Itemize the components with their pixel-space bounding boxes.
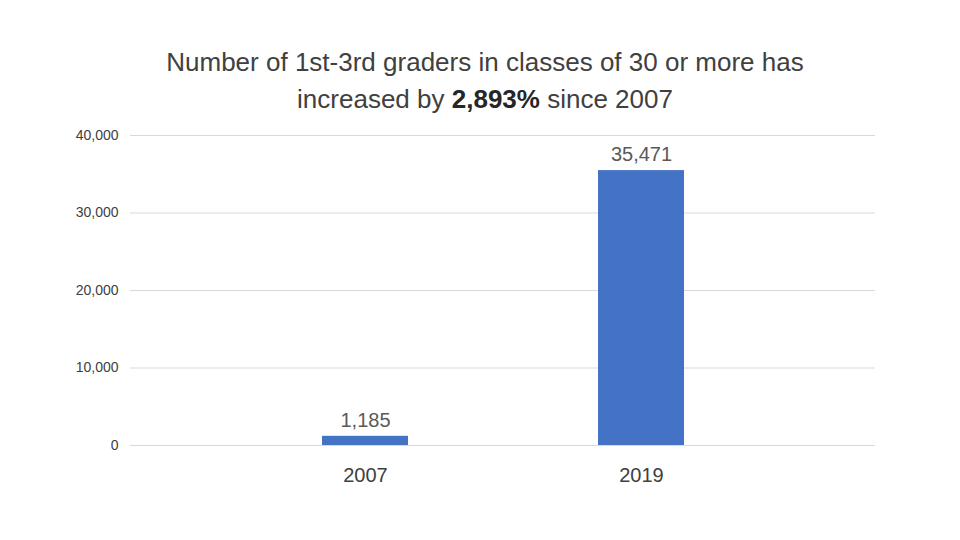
svg-text:1,185: 1,185: [340, 409, 390, 431]
svg-text:2019: 2019: [619, 464, 664, 486]
svg-text:0: 0: [111, 437, 119, 453]
svg-text:10,000: 10,000: [76, 359, 119, 375]
svg-text:40,000: 40,000: [76, 127, 119, 143]
svg-text:2007: 2007: [343, 464, 388, 486]
html-text:Number of 1st-3rd graders in c: Number of 1st-3rd graders in classes of …: [166, 47, 804, 77]
html-text:increased by 2,893% since 2007: increased by 2,893% since 2007: [297, 84, 673, 114]
svg-text:35,471: 35,471: [611, 143, 672, 165]
svg-text:20,000: 20,000: [76, 282, 119, 298]
svg-text:30,000: 30,000: [76, 204, 119, 220]
